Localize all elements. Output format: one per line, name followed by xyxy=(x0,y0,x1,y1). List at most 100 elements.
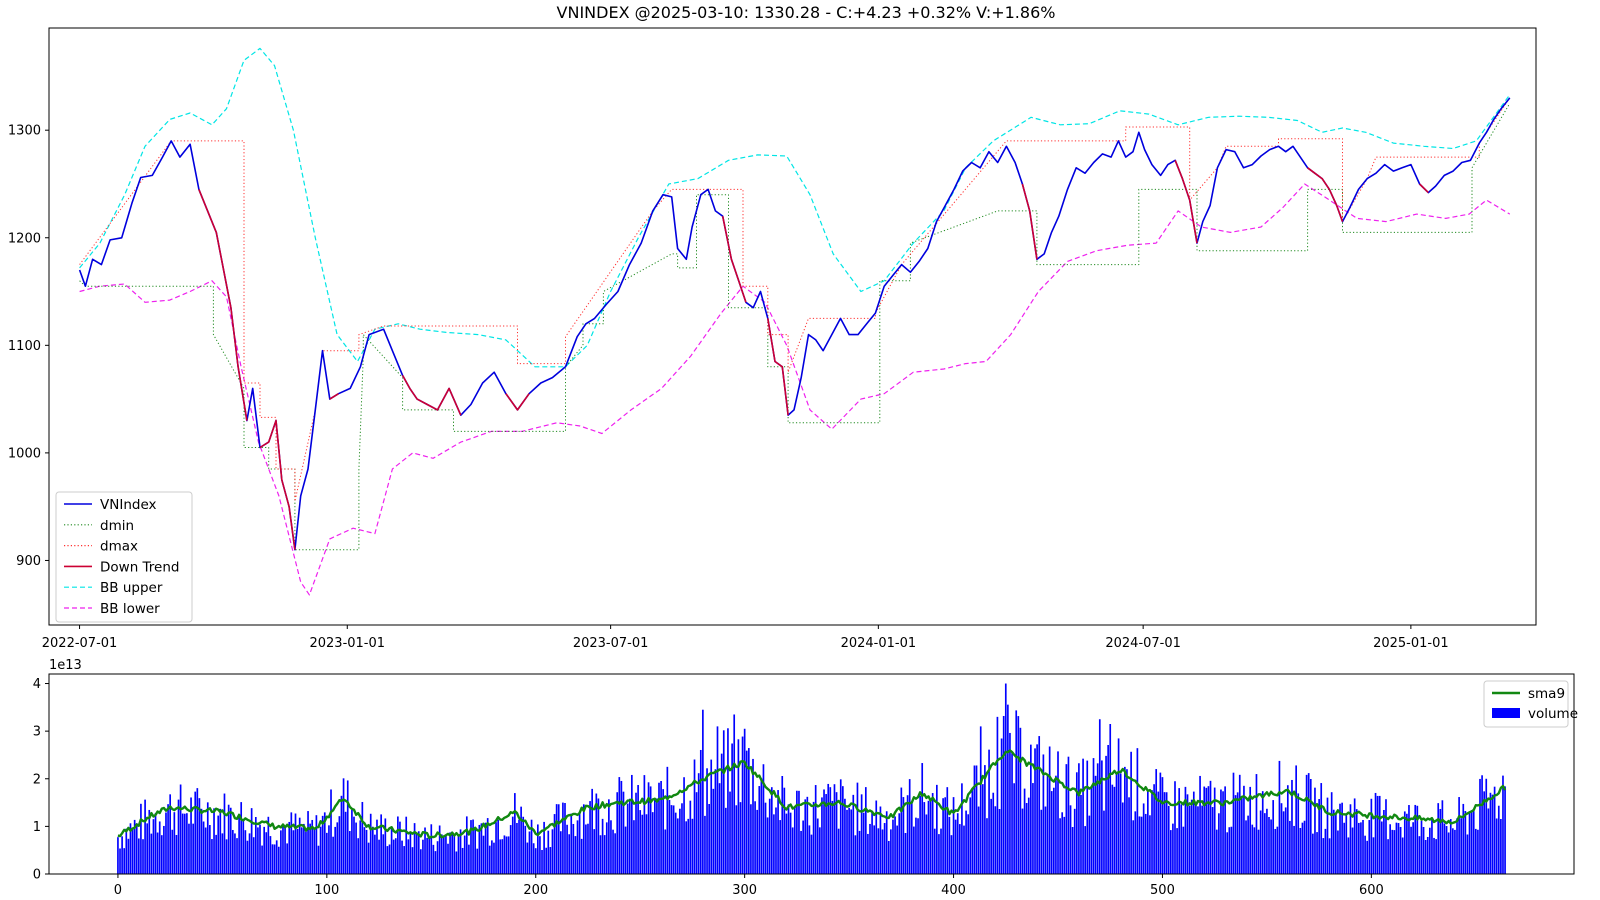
volume-bar xyxy=(576,820,579,874)
legend-label-bb-upper: BB upper xyxy=(100,580,163,596)
volume-bar xyxy=(1251,824,1254,874)
volume-bar xyxy=(476,848,479,874)
volume-bar xyxy=(1011,753,1013,874)
volume-bar xyxy=(683,777,685,874)
volume-bar xyxy=(1157,791,1160,874)
volume-bar xyxy=(923,802,926,874)
volume-bar xyxy=(495,822,497,874)
volume-bar xyxy=(290,812,293,874)
volume-bar xyxy=(1387,839,1389,874)
volume-bar xyxy=(702,709,704,874)
volume-bar xyxy=(160,835,163,874)
volume-bar xyxy=(555,804,558,874)
volume-bar xyxy=(509,825,512,874)
volume-bar xyxy=(710,759,713,874)
volume-bar xyxy=(1299,827,1302,874)
volume-bar xyxy=(850,809,853,874)
volume-bar xyxy=(1435,839,1437,874)
volume-bar xyxy=(1497,805,1500,874)
volume-bar xyxy=(165,812,167,874)
volume-bar xyxy=(842,786,844,874)
volume-bar xyxy=(1416,805,1419,874)
volume-bar xyxy=(125,828,128,874)
volume-bar xyxy=(704,815,706,874)
volume-bar xyxy=(979,726,982,874)
volume-bar xyxy=(1203,786,1206,874)
volume-bar xyxy=(643,775,646,874)
volume-bar xyxy=(1301,822,1304,874)
volume-bar xyxy=(1241,797,1243,874)
volume-bar xyxy=(1138,816,1141,874)
volume-bar xyxy=(597,798,600,874)
volume-bar xyxy=(1320,783,1323,874)
volume-bar xyxy=(896,825,898,874)
volume-xtick-label: 500 xyxy=(1150,883,1175,898)
volume-bar xyxy=(1180,804,1183,874)
volume-bar xyxy=(127,838,130,874)
volume-bar xyxy=(816,818,819,874)
volume-bar xyxy=(399,821,401,874)
volume-bar xyxy=(626,803,629,874)
volume-bar xyxy=(374,834,376,874)
volume-bar xyxy=(971,788,974,874)
volume-bar xyxy=(873,825,876,874)
volume-bar xyxy=(1426,836,1429,874)
volume-bar xyxy=(503,835,506,874)
volume-bar xyxy=(156,832,159,874)
volume-bar xyxy=(800,830,802,874)
volume-bar xyxy=(1393,830,1396,874)
volume-bar xyxy=(1159,772,1162,874)
volume-bar xyxy=(1205,787,1208,874)
volume-bar xyxy=(1341,802,1343,874)
volume-bar xyxy=(1481,775,1483,874)
volume-bar xyxy=(996,716,999,874)
volume-bar xyxy=(177,799,180,874)
volume-bar xyxy=(1075,772,1078,874)
volume-bar xyxy=(1186,794,1189,874)
volume-bar xyxy=(323,812,326,874)
series-line-sma9 xyxy=(117,749,1507,840)
price-xtick-label: 2024-07-01 xyxy=(1105,636,1181,651)
volume-bar xyxy=(219,808,222,874)
volume-bar xyxy=(679,808,681,874)
volume-bar xyxy=(1176,828,1178,874)
volume-bar xyxy=(363,827,366,874)
volume-bar xyxy=(1213,787,1216,874)
volume-bar xyxy=(367,842,370,874)
volume-bar xyxy=(927,800,930,874)
volume-bar xyxy=(1347,837,1350,874)
volume-bar xyxy=(413,823,416,874)
volume-bar xyxy=(856,782,859,874)
volume-bar xyxy=(447,843,449,874)
volume-bar xyxy=(438,825,441,874)
volume-bar xyxy=(1002,715,1005,874)
volume-bar xyxy=(470,820,472,874)
price-ytick-label: 900 xyxy=(16,554,41,569)
volume-bar xyxy=(1293,825,1295,874)
volume-bar xyxy=(277,846,280,874)
volume-bar xyxy=(1303,820,1306,874)
volume-bar xyxy=(344,811,347,874)
volume-bar xyxy=(587,823,589,874)
volume-bar xyxy=(1101,760,1103,874)
volume-bar xyxy=(1431,818,1433,874)
volume-bar xyxy=(1420,820,1423,874)
volume-bar xyxy=(236,838,238,874)
volume-bar xyxy=(1429,827,1431,874)
volume-bar xyxy=(718,783,721,874)
volume-bar xyxy=(1220,789,1222,874)
volume-bar xyxy=(1082,758,1084,874)
volume-bar xyxy=(1366,840,1369,874)
volume-bar xyxy=(252,837,255,874)
series-line-bb-upper xyxy=(79,47,1511,368)
volume-bar xyxy=(211,839,213,874)
volume-bar xyxy=(1397,823,1400,874)
volume-bar xyxy=(620,780,623,874)
volume-bar xyxy=(463,835,466,874)
volume-bar xyxy=(511,816,514,874)
volume-bar xyxy=(693,759,696,874)
volume-bar xyxy=(1263,813,1266,874)
volume-bar xyxy=(568,834,571,874)
volume-bar xyxy=(942,798,944,874)
